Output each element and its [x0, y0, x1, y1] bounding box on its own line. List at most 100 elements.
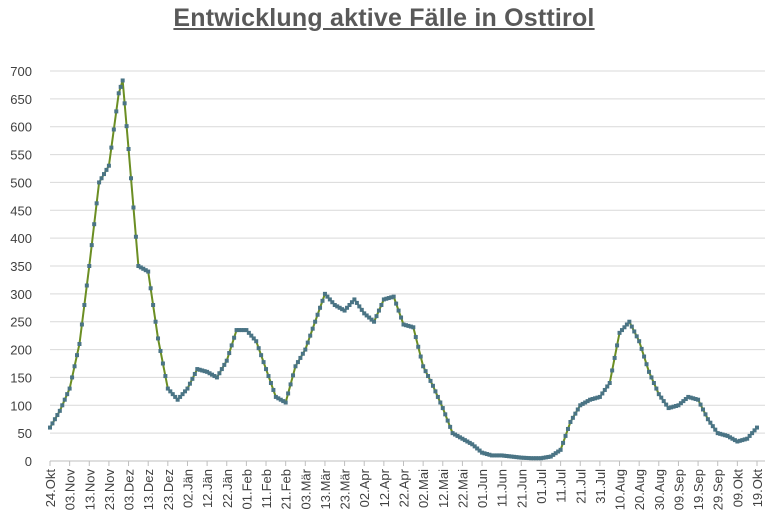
- data-point: [713, 427, 718, 432]
- data-point: [521, 455, 526, 460]
- data-point: [720, 432, 725, 437]
- data-point: [642, 354, 647, 359]
- data-point: [75, 353, 80, 358]
- data-point: [752, 428, 757, 433]
- y-axis-ticks: 0 50 100 150 200 250 300 350 400 450 500 550 600 650 7…: [10, 64, 32, 469]
- data-point: [482, 451, 487, 456]
- data-point: [735, 439, 740, 444]
- x-tick-label: 12.Mai: [436, 469, 451, 508]
- x-tick-label: 20.Aug: [632, 469, 647, 510]
- data-point: [654, 386, 659, 391]
- data-point: [138, 265, 143, 270]
- data-point: [394, 301, 399, 306]
- data-point: [597, 394, 602, 399]
- data-point: [514, 455, 519, 460]
- x-tick-label: 11.Jul: [554, 469, 569, 503]
- data-point: [89, 243, 94, 248]
- data-point: [627, 319, 632, 324]
- x-tick-label: 13.Nov: [82, 469, 97, 511]
- data-point: [651, 381, 656, 385]
- data-point: [725, 433, 730, 438]
- data-point: [732, 438, 737, 443]
- data-point: [416, 344, 421, 349]
- data-point: [551, 452, 556, 457]
- data-point: [222, 362, 227, 367]
- data-point: [104, 167, 109, 172]
- data-point: [507, 454, 512, 459]
- data-point: [310, 326, 315, 331]
- data-point: [99, 176, 104, 181]
- data-point: [489, 453, 494, 458]
- data-point: [146, 269, 151, 274]
- data-point: [511, 454, 516, 459]
- y-tick-label: 0: [25, 454, 32, 469]
- data-point: [70, 375, 75, 380]
- data-point: [163, 374, 168, 379]
- data-point: [612, 355, 617, 360]
- x-tick-label: 01.Jun: [475, 469, 490, 508]
- data-point: [428, 378, 433, 383]
- data-point: [715, 431, 720, 436]
- data-point: [585, 399, 590, 404]
- data-point: [330, 300, 335, 305]
- data-point: [705, 417, 710, 422]
- data-point: [617, 330, 622, 335]
- data-point: [745, 436, 750, 441]
- data-point: [565, 426, 570, 431]
- data-point: [239, 328, 244, 333]
- y-tick-label: 550: [10, 148, 32, 163]
- data-point: [288, 382, 293, 387]
- data-point: [477, 448, 482, 453]
- x-tick-label: 02.Mai: [416, 469, 431, 508]
- x-tick-label: 03.Nov: [63, 469, 78, 511]
- data-point: [249, 333, 254, 338]
- data-point: [497, 453, 502, 458]
- data-point: [524, 455, 529, 460]
- x-tick-label: 22.Mai: [455, 469, 470, 508]
- data-point: [750, 431, 755, 436]
- data-point: [465, 439, 470, 444]
- data-point: [615, 343, 620, 348]
- x-tick-label: 11.Feb: [259, 469, 274, 509]
- data-point: [173, 394, 178, 399]
- data-point: [65, 392, 70, 397]
- data-point: [158, 348, 163, 353]
- data-point: [453, 432, 458, 437]
- data-point: [622, 325, 627, 330]
- data-point: [423, 369, 428, 374]
- data-point: [531, 456, 536, 461]
- data-point: [619, 328, 624, 333]
- data-point: [573, 411, 578, 416]
- data-point: [153, 319, 158, 324]
- data-point: [273, 394, 278, 399]
- data-point: [519, 455, 524, 460]
- data-point: [480, 450, 485, 455]
- data-point: [610, 368, 615, 373]
- data-point: [60, 403, 65, 408]
- data-point: [578, 403, 583, 408]
- data-point: [143, 268, 148, 273]
- data-point: [283, 400, 288, 405]
- data-point: [534, 456, 539, 461]
- data-point: [632, 329, 637, 334]
- x-tick-label: 02.Jän: [180, 469, 195, 508]
- data-point: [600, 391, 605, 396]
- y-tick-label: 250: [10, 315, 32, 330]
- data-point: [443, 412, 448, 417]
- data-point: [291, 373, 296, 378]
- data-point: [122, 101, 127, 106]
- data-point: [639, 346, 644, 351]
- y-tick-label: 100: [10, 398, 32, 413]
- data-point: [737, 438, 742, 443]
- data-point: [359, 307, 364, 312]
- data-point: [268, 381, 273, 385]
- x-tick-label: 09.Okt: [730, 469, 745, 508]
- data-point: [325, 294, 330, 299]
- data-point: [607, 381, 612, 385]
- data-point: [529, 456, 534, 461]
- data-point: [637, 339, 642, 344]
- data-point: [646, 369, 651, 374]
- data-point: [457, 435, 462, 440]
- data-point: [165, 386, 170, 391]
- x-tick-label: 19.Sep: [691, 469, 706, 510]
